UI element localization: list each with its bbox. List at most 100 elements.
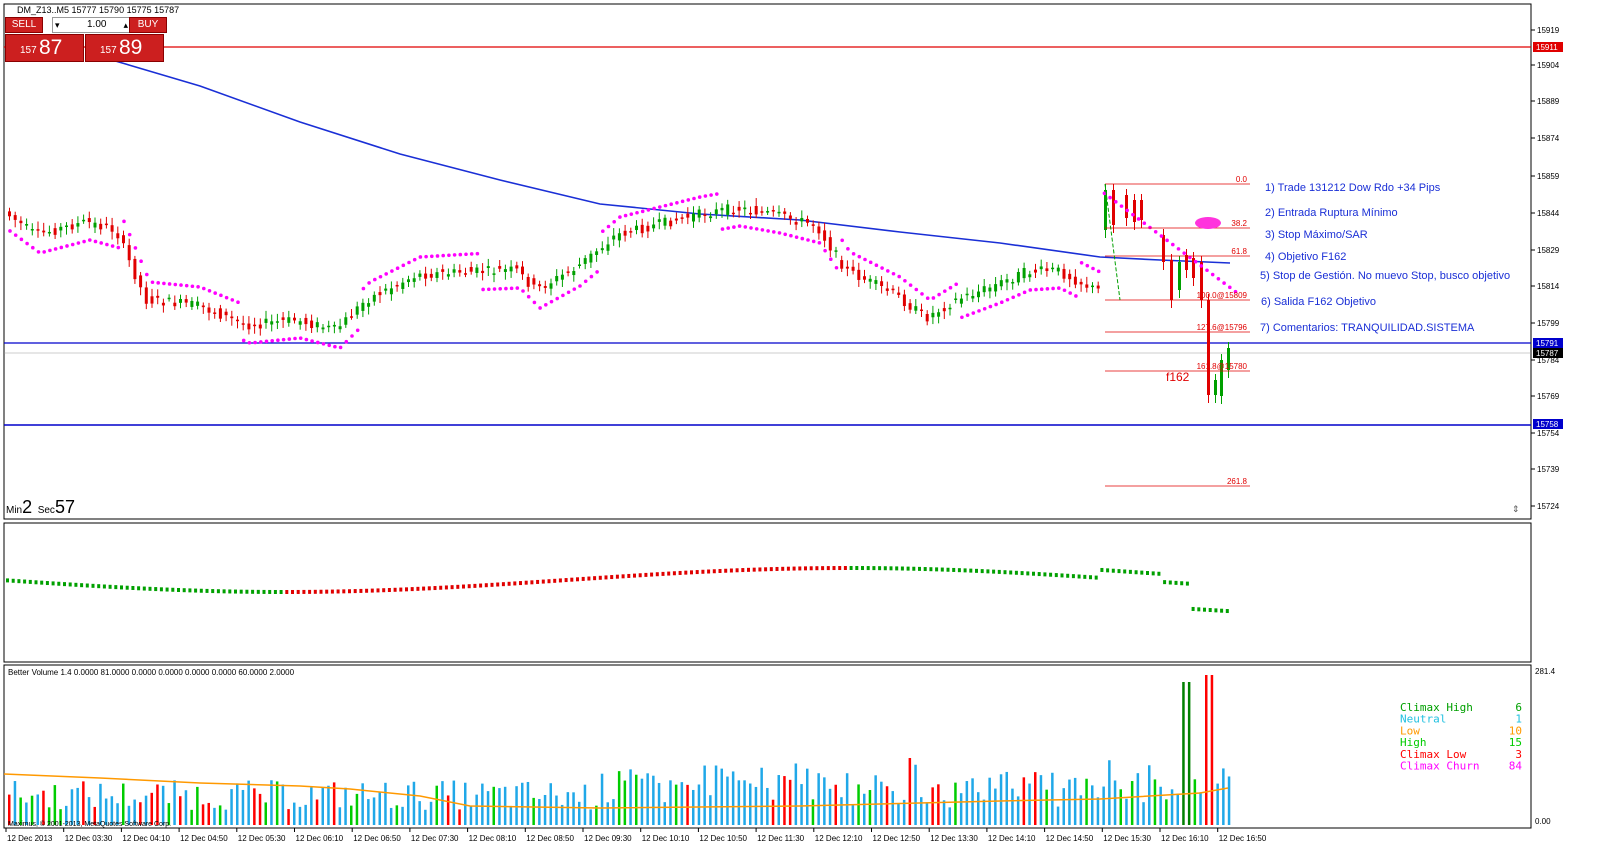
sell-price-box[interactable]: 157 87 <box>5 34 84 62</box>
oscillator-bar <box>650 572 654 577</box>
buy-button[interactable]: BUY <box>129 17 167 33</box>
oscillator-bar <box>786 566 790 571</box>
oscillator-bar <box>1014 570 1018 575</box>
volume-bar <box>287 809 290 825</box>
oscillator-bar <box>1197 607 1201 612</box>
sar-dot <box>1176 247 1181 251</box>
oscillator-bar <box>199 588 203 593</box>
buy-price-box[interactable]: 157 89 <box>85 34 164 62</box>
candle-body <box>1185 255 1188 270</box>
sar-dot <box>452 253 457 257</box>
price-marker-label: 15791 <box>1536 339 1559 348</box>
scroll-shift-icon[interactable]: ⇕ <box>1512 504 1520 514</box>
volume-bar <box>332 782 336 825</box>
sar-dot <box>190 284 195 289</box>
sar-dot <box>401 263 406 268</box>
sar-dot <box>395 266 400 271</box>
time-tick-label: 12 Dec 04:10 <box>122 834 170 843</box>
oscillator-bar <box>809 566 813 571</box>
sar-dot <box>173 282 178 287</box>
oscillator-bar <box>906 566 910 571</box>
sar-dot <box>110 244 115 248</box>
volume-bar <box>646 773 649 825</box>
candle-body <box>281 317 285 320</box>
sar-dot <box>213 291 217 295</box>
sar-dot <box>1148 225 1152 230</box>
candle-body <box>441 269 445 272</box>
oscillator-bar <box>940 567 944 572</box>
sar-dot <box>116 245 121 250</box>
volume-bar <box>315 799 319 825</box>
oscillator-bar <box>490 582 494 587</box>
lot-increase-button[interactable]: ▴ <box>123 20 128 30</box>
candle-body <box>743 207 747 210</box>
sar-dot <box>971 311 976 315</box>
sar-dot <box>1102 191 1107 196</box>
candle-body <box>429 273 433 278</box>
candle-body <box>53 228 57 235</box>
oscillator-bar <box>228 589 232 594</box>
sar-dot <box>561 293 565 298</box>
sell-button[interactable]: SELL <box>5 17 43 33</box>
volume-bar <box>446 795 450 825</box>
sar-dot <box>435 254 440 258</box>
candle-body <box>486 266 490 268</box>
sar-dot <box>606 224 611 229</box>
time-tick-label: 12 Dec 15:30 <box>1103 834 1151 843</box>
note-7: 7) Comentarios: TRANQUILIDAD.SISTEMA <box>1260 322 1475 334</box>
candle-body <box>503 269 507 272</box>
oscillator-bar <box>313 589 317 594</box>
volume-bar <box>617 771 621 825</box>
fibonacci-retracement[interactable]: 0.0 38.2 61.8 100.0@15809 127.6@15796 16… <box>1104 175 1250 487</box>
oscillator-bar <box>251 589 255 594</box>
oscillator-bar <box>690 570 693 575</box>
lot-decrease-button[interactable]: ▾ <box>55 20 60 30</box>
volume-bar <box>589 809 592 825</box>
candle-body <box>538 284 542 287</box>
sar-dot <box>572 287 577 291</box>
volume-bar <box>1079 795 1083 825</box>
oscillator-bar <box>45 581 49 586</box>
volume-bar <box>526 781 530 825</box>
oscillator-bar <box>1094 575 1098 580</box>
candle-body <box>418 273 422 277</box>
fibo-label-100: 100.0@15809 <box>1197 291 1248 300</box>
volume-bar <box>902 799 906 825</box>
volume-bar <box>851 804 855 825</box>
price-tick-label: 15784 <box>1537 356 1560 365</box>
oscillator-bar <box>194 588 198 593</box>
volume-bar <box>897 803 900 825</box>
sar-dot <box>811 239 816 244</box>
oscillator-bar <box>188 588 192 593</box>
oscillator-bar <box>1225 609 1229 614</box>
lot-size-field[interactable]: ▾ 1.00 ▴ <box>52 17 132 33</box>
candle-body <box>526 276 530 287</box>
candle-body <box>1056 267 1060 272</box>
candle-body <box>714 209 718 215</box>
oscillator-bar <box>798 566 802 571</box>
sar-dot <box>469 252 474 256</box>
oscillator-bar <box>855 566 859 571</box>
candle-body <box>1170 260 1173 300</box>
sar-dot <box>817 241 822 245</box>
volume-bar <box>760 767 763 825</box>
price-tick-label: 15724 <box>1537 502 1560 511</box>
note-3: 3) Stop Máximo/SAR <box>1265 229 1368 241</box>
volume-bar <box>1068 779 1071 825</box>
volume-bar <box>977 792 980 825</box>
moving-average-line[interactable] <box>111 59 1231 264</box>
oscillator-bar <box>553 578 557 583</box>
lot-value[interactable]: 1.00 <box>87 19 107 30</box>
oscillator-bar <box>234 589 237 594</box>
volume-bar <box>560 804 564 825</box>
volume-bar <box>65 805 68 825</box>
sar-dot <box>133 246 138 250</box>
oscillator-bar <box>615 574 619 579</box>
sar-dot <box>601 229 605 233</box>
legend-label: Climax Churn <box>1400 760 1479 773</box>
volume-bar <box>1119 789 1122 825</box>
sar-dot <box>264 339 269 344</box>
volume-bar <box>920 797 923 825</box>
volume-bar <box>908 758 912 825</box>
